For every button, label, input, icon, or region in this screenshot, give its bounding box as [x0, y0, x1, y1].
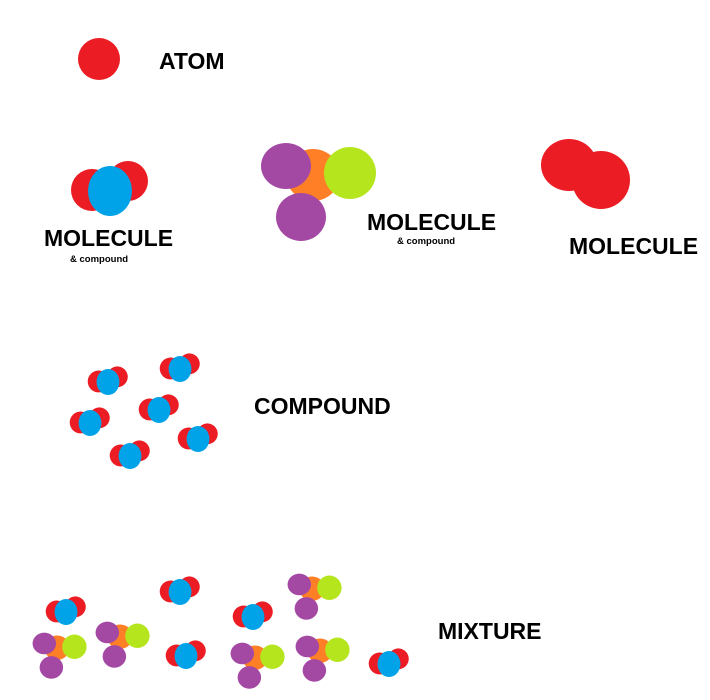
molecule-label-2: MOLECULE: [367, 209, 497, 235]
blue-atom: [147, 397, 171, 423]
purple-atom: [287, 573, 312, 596]
purple-atom: [302, 659, 327, 682]
mixture-four-atom-molecule: [32, 632, 87, 679]
compound-water-molecule: [159, 353, 200, 382]
red-atom: [572, 151, 630, 209]
molecule-diatomic-red: [541, 139, 630, 209]
blue-atom: [54, 599, 78, 625]
mixture-label: MIXTURE: [438, 618, 542, 644]
purple-atom: [230, 642, 255, 665]
lime-atom: [324, 147, 376, 199]
purple-atom: [295, 635, 320, 658]
lime-atom: [62, 634, 87, 659]
molecule-four-atom-large: [261, 143, 376, 241]
atom-single: [78, 38, 120, 80]
blue-atom: [186, 426, 210, 452]
mixture-four-atom-molecule: [95, 621, 150, 668]
mixture-four-atom-molecule: [230, 642, 285, 689]
mixture-four-atom-molecule: [295, 635, 350, 682]
mixture-water-molecule: [165, 640, 206, 669]
molecule-label-1: MOLECULE: [44, 225, 174, 251]
purple-atom: [237, 666, 262, 689]
lime-atom: [317, 575, 342, 600]
red-atom: [78, 38, 120, 80]
blue-atom: [96, 369, 120, 395]
lime-atom: [260, 644, 285, 669]
compound-water-molecule: [87, 366, 128, 395]
molecule-water-large: [71, 161, 148, 216]
compound-label: COMPOUND: [254, 393, 391, 419]
mixture-four-atom-molecule: [287, 573, 342, 620]
mixture-water-molecule: [232, 601, 273, 630]
compound-note-2: & compound: [397, 236, 456, 247]
purple-atom: [261, 143, 311, 189]
mixture-water-molecule: [368, 648, 409, 677]
blue-atom: [88, 166, 132, 216]
lime-atom: [325, 637, 350, 662]
particles-layer: [32, 38, 630, 689]
mixture-water-molecule: [45, 596, 86, 625]
compound-water-molecule: [177, 423, 218, 452]
purple-atom: [276, 193, 326, 241]
blue-atom: [377, 651, 401, 677]
blue-atom: [168, 356, 192, 382]
blue-atom: [174, 643, 198, 669]
purple-atom: [32, 632, 57, 655]
compound-water-molecule: [69, 407, 110, 436]
purple-atom: [39, 656, 64, 679]
blue-atom: [118, 443, 142, 469]
blue-atom: [168, 579, 192, 605]
atom-label: ATOM: [159, 48, 225, 74]
compound-water-molecule: [109, 440, 150, 469]
purple-atom: [102, 645, 127, 668]
purple-atom: [294, 597, 319, 620]
blue-atom: [241, 604, 265, 630]
purple-atom: [95, 621, 120, 644]
molecule-label-3: MOLECULE: [569, 233, 699, 259]
compound-note-1: & compound: [70, 254, 129, 265]
lime-atom: [125, 623, 150, 648]
compound-water-molecule: [138, 394, 179, 423]
blue-atom: [78, 410, 102, 436]
mixture-water-molecule: [159, 576, 200, 605]
